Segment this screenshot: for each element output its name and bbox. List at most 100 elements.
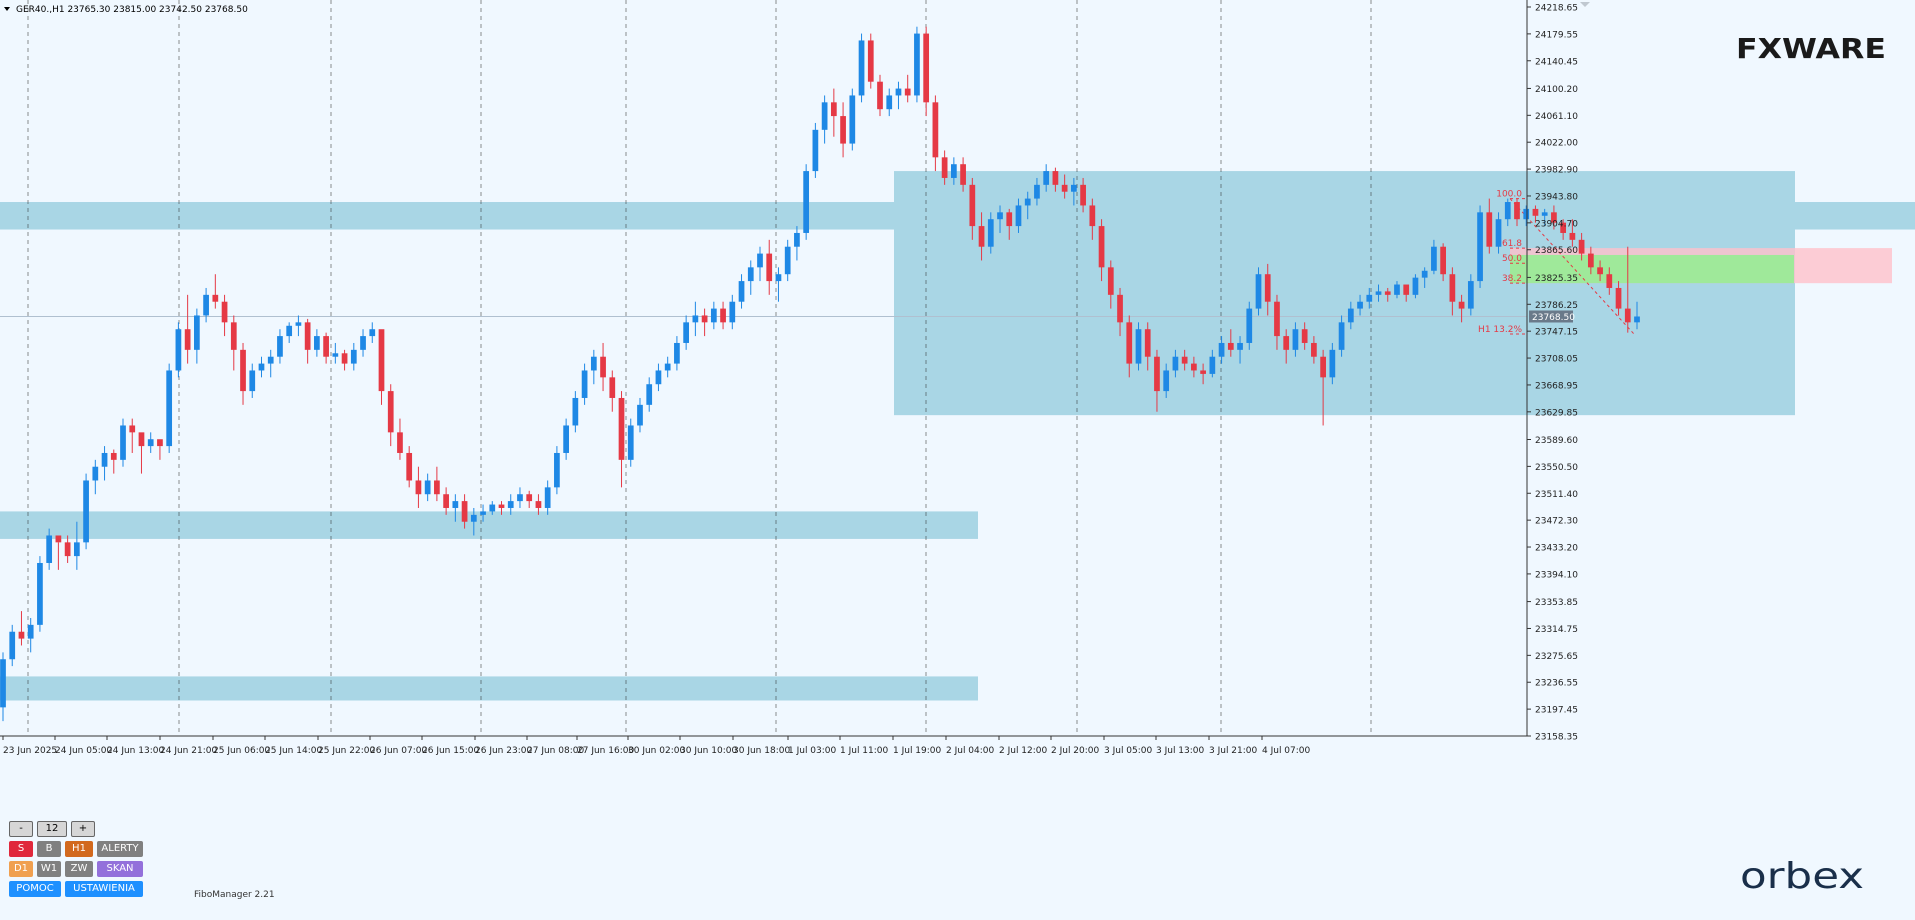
candle-body <box>1440 246 1446 275</box>
candle-body <box>27 624 34 639</box>
candle-body <box>766 253 773 282</box>
candle <box>1440 243 1446 282</box>
candle <box>960 157 966 192</box>
candle <box>941 150 948 185</box>
candle-body <box>249 370 256 392</box>
candle <box>867 33 874 89</box>
candle-body <box>461 501 468 522</box>
candle <box>350 342 357 371</box>
scan-button[interactable]: SKAN <box>97 861 143 877</box>
time-tick-label: 3 Jul 05:00 <box>1104 746 1153 756</box>
candle-body <box>406 452 413 481</box>
candle-body <box>655 370 662 385</box>
candle-body <box>1117 294 1123 323</box>
candle <box>609 370 616 412</box>
candle-body <box>1080 184 1086 206</box>
candle <box>1449 267 1456 316</box>
price-tick-label: 23275.65 <box>1535 652 1578 662</box>
candle-body <box>544 487 551 508</box>
fib-level-label: 100.0 <box>1496 190 1522 200</box>
candle <box>1154 349 1160 412</box>
candle-body <box>535 501 542 508</box>
candle-body <box>950 164 957 178</box>
price-tick-label: 23511.40 <box>1535 490 1578 500</box>
candle-body <box>175 329 182 371</box>
candle <box>1366 287 1373 309</box>
candle <box>166 363 173 453</box>
timeframe-d1-button[interactable]: D1 <box>9 861 33 877</box>
time-tick-label: 26 Jun 15:00 <box>422 746 479 756</box>
candle <box>572 391 579 433</box>
candle-body <box>794 232 800 247</box>
candle-body <box>1560 222 1567 233</box>
candle <box>904 74 911 103</box>
candle <box>267 349 274 378</box>
candle <box>1246 301 1253 350</box>
candle-body <box>267 356 274 364</box>
alerts-button[interactable]: ALERTY <box>97 841 143 857</box>
candle <box>1532 205 1539 223</box>
decrease-button[interactable]: - <box>9 821 33 837</box>
candle <box>655 363 662 392</box>
price-tick-label: 23158.35 <box>1535 733 1578 743</box>
candle <box>1615 281 1622 316</box>
candle-body <box>1172 356 1179 371</box>
time-tick-label: 26 Jun 23:00 <box>475 746 532 756</box>
candle <box>138 432 145 474</box>
candle <box>627 418 634 467</box>
timeframe-h1-button[interactable]: H1 <box>65 841 93 857</box>
candle-body <box>110 452 117 460</box>
candle <box>110 449 117 474</box>
candle-body <box>1024 198 1031 206</box>
candle-body <box>258 363 265 371</box>
candle-body <box>1431 246 1437 271</box>
candle-body <box>203 294 209 316</box>
candle <box>895 81 902 110</box>
candle <box>203 287 209 323</box>
candle <box>37 556 43 632</box>
candle-body <box>286 325 293 337</box>
candle-body <box>960 164 966 185</box>
candle-body <box>1135 329 1142 364</box>
candle <box>1403 284 1410 302</box>
scroll-marker-icon <box>1580 2 1590 7</box>
increase-button[interactable]: + <box>71 821 95 837</box>
time-tick-label: 1 Jul 03:00 <box>788 746 837 756</box>
time-tick-label: 30 Jun 02:00 <box>628 746 685 756</box>
candle <box>581 363 588 405</box>
candle <box>987 212 994 254</box>
time-tick-label: 1 Jul 19:00 <box>893 746 942 756</box>
price-tick-label: 23982.90 <box>1535 166 1578 176</box>
candle <box>397 418 403 460</box>
candle <box>840 102 846 158</box>
candle <box>1089 198 1096 240</box>
candle <box>1107 260 1114 309</box>
candle-body <box>803 171 810 233</box>
candle <box>1181 349 1188 371</box>
candle <box>1587 246 1594 275</box>
fib-golden-zone <box>1510 254 1794 284</box>
step-value-field[interactable]: 12 <box>37 821 67 837</box>
chart-menu-arrow-icon[interactable] <box>4 7 10 11</box>
settings-button[interactable]: USTAWIENIA <box>65 881 143 897</box>
timeframe-w1-button[interactable]: W1 <box>37 861 61 877</box>
sell-button[interactable]: S <box>9 841 33 857</box>
price-tick-label: 23668.95 <box>1535 381 1578 391</box>
candle-body <box>757 253 763 268</box>
zw-button[interactable]: ZW <box>65 861 93 877</box>
candle-body <box>1495 219 1502 247</box>
candle <box>1227 329 1234 357</box>
candle <box>147 432 154 453</box>
candle-body <box>507 501 514 508</box>
candle-body <box>147 439 154 447</box>
candle <box>757 246 763 282</box>
candle <box>434 466 440 502</box>
fib-level-label: 50.0 <box>1502 254 1522 264</box>
help-button[interactable]: POMOC <box>9 881 61 897</box>
candle <box>1311 336 1317 364</box>
candle-body <box>600 356 606 378</box>
candle <box>590 349 597 385</box>
buy-button[interactable]: B <box>37 841 61 857</box>
candle-body <box>1597 267 1603 275</box>
